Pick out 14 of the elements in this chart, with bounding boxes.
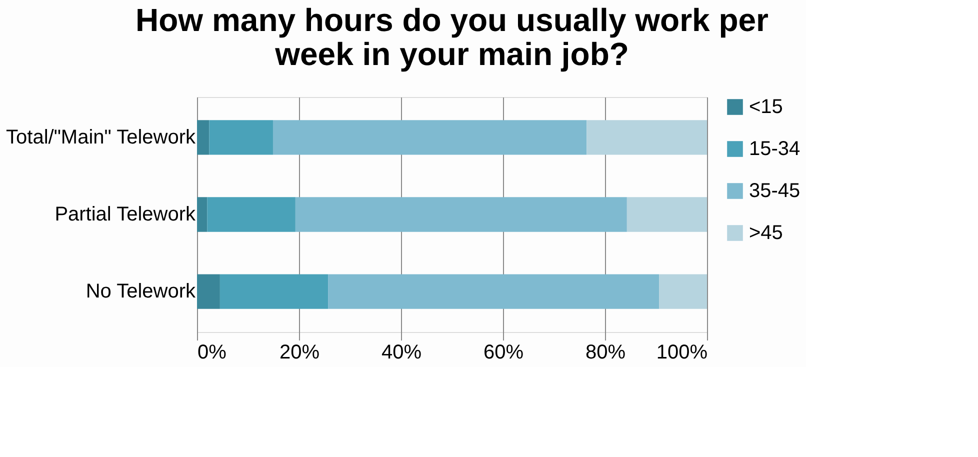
- text: How many hours do you usually work per: [136, 2, 768, 38]
- x-tick-label: 60%: [483, 342, 524, 364]
- legend-label: <15: [749, 96, 783, 118]
- y-tick-label: No Telework: [86, 280, 196, 303]
- x-tick-label: 20%: [279, 342, 320, 364]
- legend-label: >45: [749, 222, 783, 244]
- x-tick-label: 80%: [585, 342, 626, 364]
- y-tick-label: Total/"Main" Telework: [6, 126, 196, 148]
- y-tick-label: Partial Telework: [54, 204, 196, 226]
- legend-label: 35-45: [749, 180, 800, 202]
- x-tick-label: 0%: [198, 342, 227, 364]
- x-tick-label: 100%: [656, 342, 708, 364]
- legend-label: 15-34: [749, 138, 800, 160]
- x-tick-label: 40%: [381, 342, 422, 364]
